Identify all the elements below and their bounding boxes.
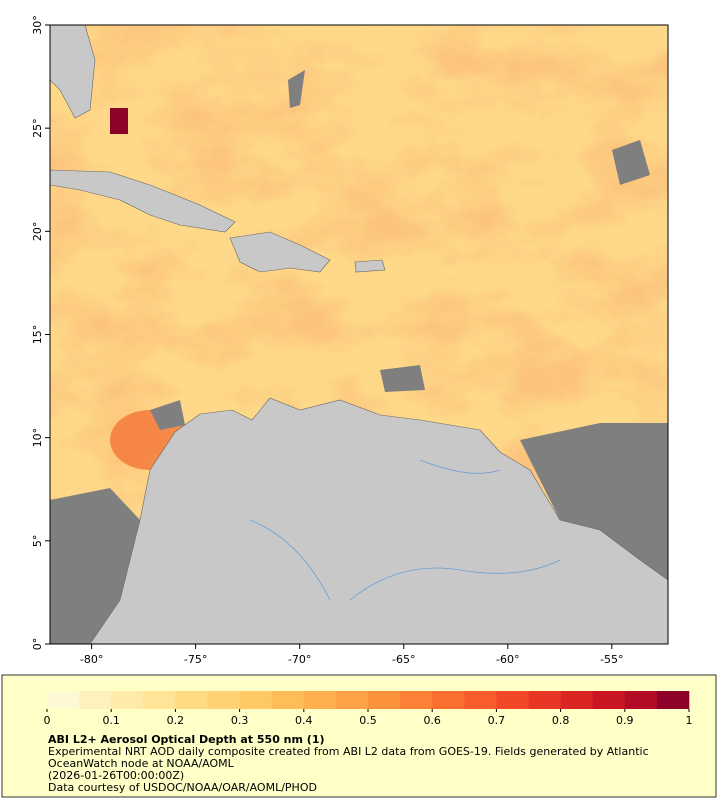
- colorbar-swatch: [592, 691, 626, 709]
- colorbar-swatch: [111, 691, 144, 709]
- y-tick-label: 15°: [31, 325, 44, 345]
- x-tick-label: -75°: [184, 653, 207, 666]
- colorbar-swatch: [656, 691, 690, 709]
- colorbar-tick-label: 0.3: [231, 714, 249, 727]
- colorbar-swatch: [271, 691, 305, 709]
- caption-line: Data courtesy of USDOC/NOAA/OAR/AOML/PHO…: [48, 781, 317, 794]
- colorbar-tick-label: 0.4: [295, 714, 313, 727]
- colorbar-tick-label: 1: [686, 714, 693, 727]
- colorbar-tick-label: 0.7: [488, 714, 506, 727]
- colorbar-swatch: [528, 691, 561, 709]
- x-tick-label: -60°: [496, 653, 519, 666]
- colorbar-tick-label: 0.9: [616, 714, 634, 727]
- colorbar-swatch: [47, 691, 80, 709]
- colorbar-swatch: [303, 691, 337, 709]
- colorbar-swatch: [175, 691, 208, 709]
- y-tick-label: 5°: [31, 535, 44, 548]
- x-tick-label: -55°: [600, 653, 623, 666]
- y-tick-label: 0°: [31, 638, 44, 651]
- colorbar-swatch: [624, 691, 658, 709]
- colorbar-swatch: [464, 691, 497, 709]
- y-tick-label: 20°: [31, 222, 44, 242]
- colorbar-tick-label: 0: [44, 714, 51, 727]
- y-tick-label: 30°: [31, 15, 44, 35]
- colorbar-tick-label: 0.2: [167, 714, 185, 727]
- colorbar-swatch: [239, 691, 272, 709]
- land: [50, 25, 668, 644]
- colorbar-swatch: [432, 691, 465, 709]
- colorbar-swatch: [496, 691, 529, 709]
- colorbar-swatch: [207, 691, 240, 709]
- colorbar-swatch: [335, 691, 369, 709]
- rivers: [249, 459, 561, 601]
- caption-line: OceanWatch node at NOAA/AOML: [48, 757, 235, 770]
- colorbar-tick-label: 0.1: [102, 714, 120, 727]
- x-tick-label: -80°: [80, 653, 103, 666]
- map-field: [50, 25, 668, 644]
- colorbar-swatch: [400, 691, 433, 709]
- colorbar-swatch: [79, 691, 112, 709]
- caption-line: (2026-01-26T00:00:00Z): [48, 769, 184, 782]
- colorbar-tick-label: 0.5: [359, 714, 377, 727]
- colorbar-swatch: [143, 691, 176, 709]
- x-tick-label: -65°: [392, 653, 415, 666]
- colorbar-swatch: [560, 691, 593, 709]
- x-tick-label: -70°: [288, 653, 311, 666]
- y-tick-label: 25°: [31, 118, 44, 138]
- colorbar-tick-label: 0.8: [552, 714, 570, 727]
- colorbar-tick-label: 0.6: [423, 714, 441, 727]
- colorbar-title: ABI L2+ Aerosol Optical Depth at 550 nm …: [48, 733, 325, 746]
- caption-line: Experimental NRT AOD daily composite cre…: [48, 745, 649, 758]
- colorbar-swatch: [368, 691, 401, 709]
- y-tick-label: 10°: [31, 428, 44, 448]
